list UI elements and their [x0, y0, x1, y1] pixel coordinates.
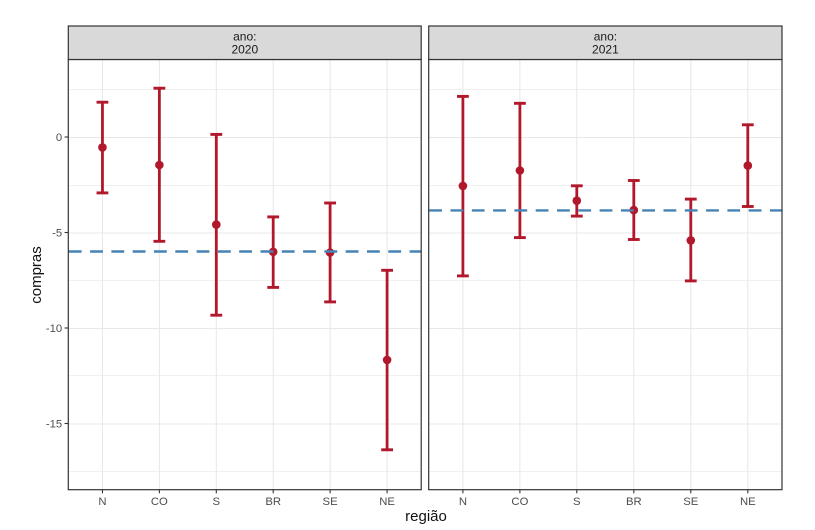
- svg-text:2020: 2020: [231, 43, 258, 57]
- svg-text:CO: CO: [511, 496, 528, 508]
- svg-text:-15: -15: [46, 419, 62, 431]
- svg-text:SE: SE: [683, 496, 699, 508]
- svg-text:NE: NE: [740, 496, 756, 508]
- svg-text:-10: -10: [46, 323, 62, 335]
- svg-text:NE: NE: [379, 496, 395, 508]
- svg-text:ano:: ano:: [594, 30, 617, 44]
- svg-text:ano:: ano:: [233, 30, 256, 44]
- svg-text:S: S: [213, 496, 221, 508]
- svg-text:-5: -5: [52, 228, 62, 240]
- svg-text:CO: CO: [151, 496, 168, 508]
- svg-text:SE: SE: [323, 496, 339, 508]
- svg-text:região: região: [405, 508, 447, 525]
- svg-text:BR: BR: [265, 496, 281, 508]
- svg-text:N: N: [459, 496, 467, 508]
- svg-text:2021: 2021: [592, 43, 619, 57]
- svg-text:compras: compras: [28, 246, 45, 304]
- svg-text:0: 0: [56, 132, 62, 144]
- svg-text:N: N: [98, 496, 106, 508]
- svg-text:S: S: [573, 496, 581, 508]
- svg-text:BR: BR: [626, 496, 642, 508]
